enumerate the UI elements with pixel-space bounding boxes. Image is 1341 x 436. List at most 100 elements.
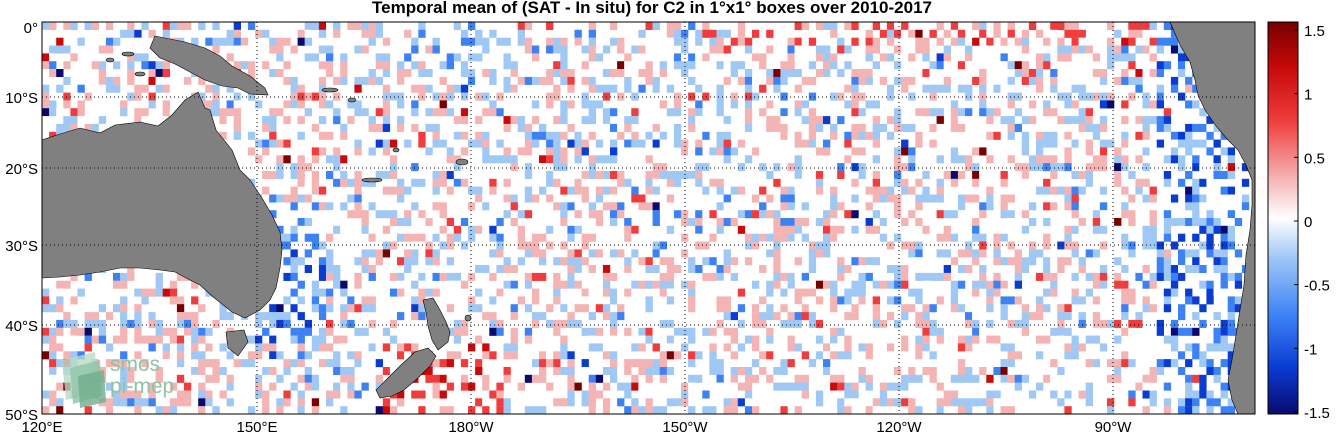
anomaly-cell [702,406,710,414]
anomaly-cell [673,210,682,219]
anomaly-cell [496,37,504,46]
anomaly-cell [723,312,731,321]
anomaly-cell [808,265,817,274]
anomaly-cell [851,210,859,219]
anomaly-cell [723,202,731,211]
anomaly-cell [1043,233,1051,242]
anomaly-cell [354,84,362,93]
lat-label-10s: 10°S [5,90,38,107]
anomaly-cell [418,265,426,274]
anomaly-cell [1213,171,1221,180]
anomaly-cell [1170,241,1179,250]
anomaly-cell [830,131,838,140]
anomaly-cell [553,69,561,78]
anomaly-cell [595,210,604,219]
anomaly-cell [830,123,838,132]
anomaly-cell [595,84,604,93]
anomaly-cell [922,304,930,313]
anomaly-cell [269,351,277,360]
anomaly-cell [283,194,291,203]
anomaly-cell [354,202,362,211]
anomaly-cell [773,296,781,305]
anomaly-cell [1121,116,1129,125]
anomaly-cell [397,218,405,227]
anomaly-cell [1220,249,1228,258]
anomaly-cell [581,147,589,156]
anomaly-cell [688,22,696,31]
anomaly-cell [1170,45,1179,54]
anomaly-cell [489,327,497,336]
anomaly-cell [155,406,163,414]
anomaly-cell [269,194,277,203]
anomaly-cell [1036,69,1044,78]
anomaly-cell [929,92,937,101]
anomaly-cell [105,406,114,414]
anomaly-cell [468,343,476,352]
anomaly-cell [191,319,199,328]
anomaly-cell [446,382,454,391]
anomaly-cell [915,257,923,266]
anomaly-cell [1021,37,1030,46]
anomaly-cell [155,69,163,78]
anomaly-cell [993,108,1001,117]
anomaly-cell [446,171,454,180]
anomaly-cell [844,351,852,360]
anomaly-cell [333,163,341,172]
anomaly-cell [1213,398,1221,407]
anomaly-cell [326,359,334,368]
anomaly-cell [894,116,902,125]
anomaly-cell [610,351,618,360]
anomaly-cell [1007,194,1015,203]
anomaly-cell [418,280,426,289]
anomaly-cell [744,155,753,164]
anomaly-cell [397,272,405,281]
anomaly-cell [823,241,831,250]
anomaly-cell [503,398,511,407]
anomaly-cell [787,272,795,281]
anomaly-cell [262,116,270,125]
anomaly-cell [631,233,639,242]
anomaly-cell [297,374,305,383]
anomaly-cell [645,22,653,31]
anomaly-cell [673,319,682,328]
anomaly-cell [524,186,533,195]
anomaly-cell [1227,327,1235,336]
anomaly-cell [730,100,738,109]
anomaly-cell [673,327,682,336]
anomaly-cell [1135,382,1143,391]
anomaly-cell [98,69,107,78]
anomaly-cell [595,171,604,180]
anomaly-cell [709,296,717,305]
anomaly-cell [624,116,632,125]
anomaly-cell [602,233,611,242]
anomaly-cell [986,178,994,187]
anomaly-cell [340,319,348,328]
anomaly-cell [1149,367,1157,376]
anomaly-cell [695,210,703,219]
anomaly-cell [269,312,277,321]
anomaly-cell [773,241,781,250]
anomaly-cell [1000,374,1008,383]
anomaly-cell [894,359,902,368]
anomaly-cell [815,171,824,180]
anomaly-cell [361,108,369,117]
anomaly-cell [830,61,838,70]
anomaly-cell [446,218,454,227]
anomaly-cell [624,265,632,274]
anomaly-cell [1142,194,1150,203]
anomaly-cell [1014,61,1022,70]
anomaly-cell [42,84,50,93]
anomaly-cell [382,37,391,46]
anomaly-cell [276,163,284,172]
anomaly-cell [752,351,760,360]
anomaly-cell [354,147,362,156]
anomaly-cell [1185,296,1193,305]
anomaly-cell [787,210,795,219]
anomaly-cell [1213,139,1221,148]
anomaly-cell [979,296,987,305]
anomaly-cell [894,233,902,242]
anomaly-cell [1099,186,1108,195]
anomaly-cell [688,265,696,274]
lat-label-40s: 40°S [5,318,38,335]
anomaly-cell [801,288,809,297]
